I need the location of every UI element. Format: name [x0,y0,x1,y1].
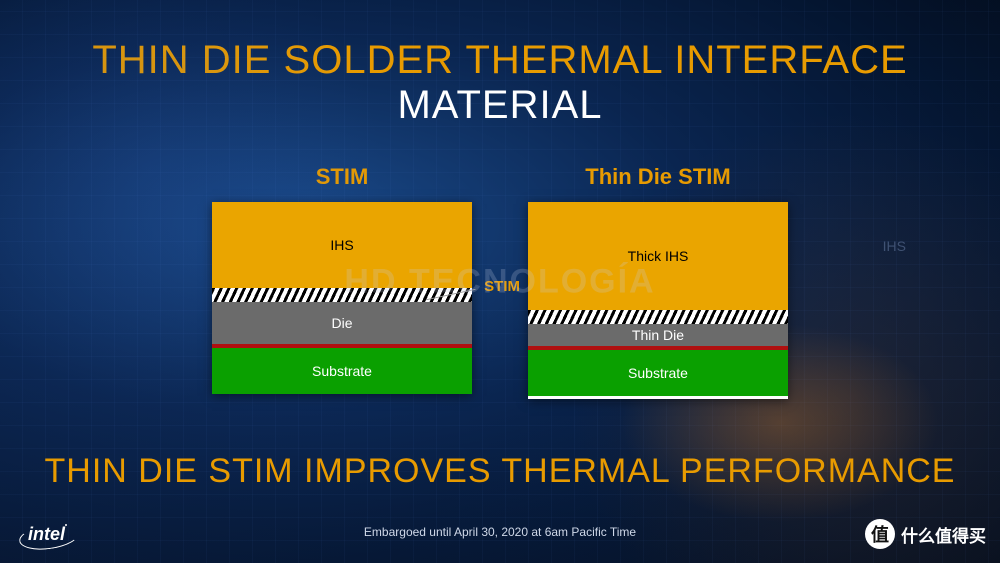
title-part-white: MATERIAL [397,83,602,127]
smzdm-text: 什么值得买 [901,522,986,547]
diagram-row: STIM IHS Die Substrate STIM Thin Die STI… [0,164,1000,399]
smzdm-badge-icon: 值 [865,519,895,549]
slide-subtitle: THIN DIE STIM IMPROVES THERMAL PERFORMAN… [0,452,1000,491]
diagram-thin-die-stim: Thin Die STIM Thick IHS Thin Die Substra… [528,164,788,399]
slide-title: THIN DIE SOLDER THERMAL INTERFACE MATERI… [0,0,1000,128]
watermark-smzdm: 值 什么值得买 [865,519,986,549]
intel-logo-text: intel [28,524,65,544]
diagram-label-left: STIM [316,164,369,190]
layer-die-label-left: Die [331,315,352,331]
stack-right: Thick IHS Thin Die Substrate [528,202,788,399]
layer-die-left: Die [212,302,472,344]
layer-die-label-right: Thin Die [632,327,684,343]
title-part-accent: THIN DIE SOLDER THERMAL INTERFACE [92,38,907,82]
intel-logo: intel [28,524,65,545]
layer-ihs-label-right: Thick IHS [628,248,689,264]
diagram-stim: STIM IHS Die Substrate STIM [212,164,472,399]
layer-substrate-right: Substrate [528,350,788,396]
layer-die-right: Thin Die [528,324,788,346]
stim-callout-left: STIM [484,278,520,295]
layer-stim-hatch-right [528,310,788,324]
embargo-text: Embargoed until April 30, 2020 at 6am Pa… [0,525,1000,539]
layer-whiteline-right [528,396,788,399]
stack-left: IHS Die Substrate STIM [212,202,472,394]
layer-substrate-left: Substrate [212,348,472,394]
layer-ihs-label-left: IHS [330,237,353,253]
ghost-ihs-label: IHS [883,238,906,254]
layer-substrate-label-right: Substrate [628,365,688,381]
layer-ihs-left: IHS [212,202,472,288]
layer-ihs-right: Thick IHS [528,202,788,310]
layer-stim-hatch-left [212,288,472,302]
layer-substrate-label-left: Substrate [312,363,372,379]
diagram-label-right: Thin Die STIM [585,164,730,190]
